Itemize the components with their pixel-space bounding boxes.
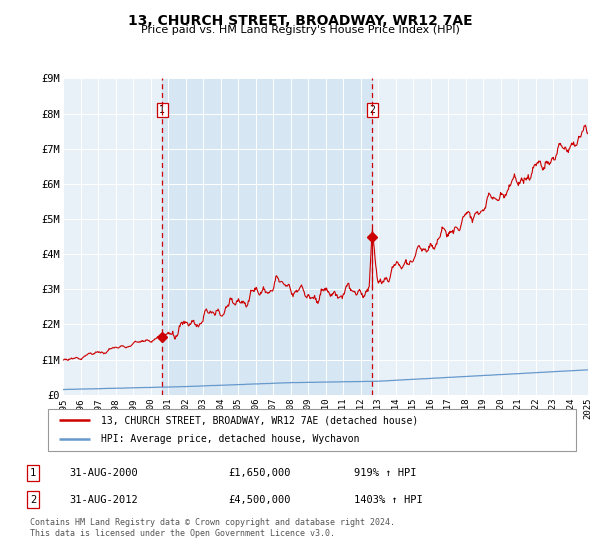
Text: 2: 2 (369, 105, 375, 115)
Text: £1,650,000: £1,650,000 (228, 468, 290, 478)
Text: 13, CHURCH STREET, BROADWAY, WR12 7AE: 13, CHURCH STREET, BROADWAY, WR12 7AE (128, 14, 472, 28)
Text: 31-AUG-2012: 31-AUG-2012 (69, 494, 138, 505)
Text: 1403% ↑ HPI: 1403% ↑ HPI (354, 494, 423, 505)
Text: 919% ↑ HPI: 919% ↑ HPI (354, 468, 416, 478)
FancyBboxPatch shape (48, 409, 576, 451)
Bar (162, 78, 372, 395)
Text: This data is licensed under the Open Government Licence v3.0.: This data is licensed under the Open Gov… (30, 529, 335, 538)
Text: Price paid vs. HM Land Registry's House Price Index (HPI): Price paid vs. HM Land Registry's House … (140, 25, 460, 35)
Text: 13, CHURCH STREET, BROADWAY, WR12 7AE (detached house): 13, CHURCH STREET, BROADWAY, WR12 7AE (d… (101, 415, 418, 425)
Text: Contains HM Land Registry data © Crown copyright and database right 2024.: Contains HM Land Registry data © Crown c… (30, 517, 395, 527)
Text: 2: 2 (30, 494, 36, 505)
Text: 31-AUG-2000: 31-AUG-2000 (69, 468, 138, 478)
Text: HPI: Average price, detached house, Wychavon: HPI: Average price, detached house, Wych… (101, 435, 359, 445)
Text: 1: 1 (159, 105, 165, 115)
Text: 1: 1 (30, 468, 36, 478)
Text: £4,500,000: £4,500,000 (228, 494, 290, 505)
